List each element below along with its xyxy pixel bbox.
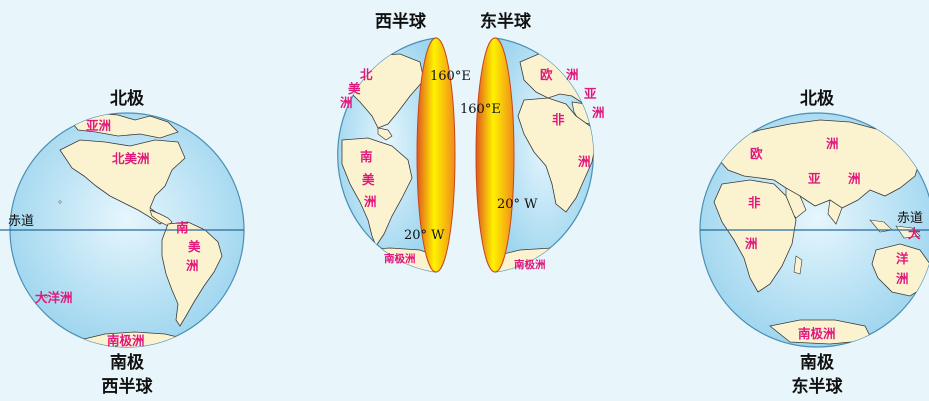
right-label-oceania-3: 洲 [896,271,909,286]
right-label-oceania-1: 大 [908,226,921,241]
left-equator-label: 赤道 [8,214,34,229]
right-label-asia-1: 亚 [808,171,821,186]
right-label-europe-2: 洲 [826,136,839,151]
right-label-africa-1: 非 [748,195,761,210]
center-w-longitude-top: 160°E [430,69,471,84]
right-label-africa-2: 洲 [745,236,758,251]
right-label-antarctica: 南极洲 [798,326,836,341]
center-w-label-sa-3: 洲 [364,194,377,209]
center-e-label-antarctica: 南极洲 [514,258,546,271]
center-e-label-asia-2: 洲 [592,105,605,120]
left-south-pole-label: 南极 [110,352,144,373]
center-e-label-africa-2: 洲 [578,154,591,169]
left-label-north-america: 北美洲 [112,151,150,166]
left-globe: 北极 赤道 亚洲 北美洲 南 美 洲 大洋洲 南极洲 南极 西半球 [0,89,245,397]
center-w-longitude-bottom: 20° W [404,228,445,243]
center-w-label-na-3: 洲 [340,95,353,110]
right-equator-label: 赤道 [897,211,923,226]
center-w-label-antarctica: 南极洲 [384,252,416,265]
left-label-antarctica: 南极洲 [107,333,145,348]
right-caption: 东半球 [792,376,844,397]
right-south-pole-label: 南极 [800,352,834,373]
center-w-label-na-2: 美 [348,81,361,96]
title-west-hemisphere: 西半球 [375,11,427,32]
center-e-label-europe-2: 洲 [566,67,579,82]
center-e-label-europe-1: 欧 [540,67,553,82]
left-globe-land [44,113,223,347]
left-caption: 西半球 [102,376,154,397]
center-w-label-sa-2: 美 [362,172,375,187]
center-split-globe: 西半球 东半球 北 美 洲 南 美 洲 南极洲 160°E [337,11,605,273]
center-w-label-sa-1: 南 [360,149,373,164]
right-globe: 北极 赤道 欧 洲 亚 洲 非 洲 大 洋 洲 [699,89,929,397]
right-label-europe-1: 欧 [750,146,763,161]
center-e-label-africa-1: 非 [552,112,565,127]
center-east-half: 欧 洲 亚 洲 非 洲 南极洲 160°E 20° W [460,37,605,273]
left-label-south-america-3: 洲 [186,258,199,273]
center-west-half: 北 美 洲 南 美 洲 南极洲 160°E 20° W [337,37,471,273]
center-e-longitude-bottom: 20° W [497,197,538,212]
title-east-hemisphere: 东半球 [480,11,532,32]
center-e-label-asia-1: 亚 [584,86,597,101]
center-w-label-na-1: 北 [360,67,373,82]
left-north-pole-label: 北极 [110,89,144,109]
center-e-longitude-top: 160°E [460,102,501,117]
right-globe-land [711,119,929,345]
left-label-oceania: 大洋洲 [35,290,73,305]
right-label-asia-2: 洲 [848,171,861,186]
right-north-pole-label: 北极 [800,89,834,109]
right-label-oceania-2: 洋 [896,251,909,266]
left-label-south-america-2: 美 [188,239,201,254]
left-label-south-america-1: 南 [176,220,189,235]
left-label-asia-fragment: 亚洲 [86,118,111,133]
